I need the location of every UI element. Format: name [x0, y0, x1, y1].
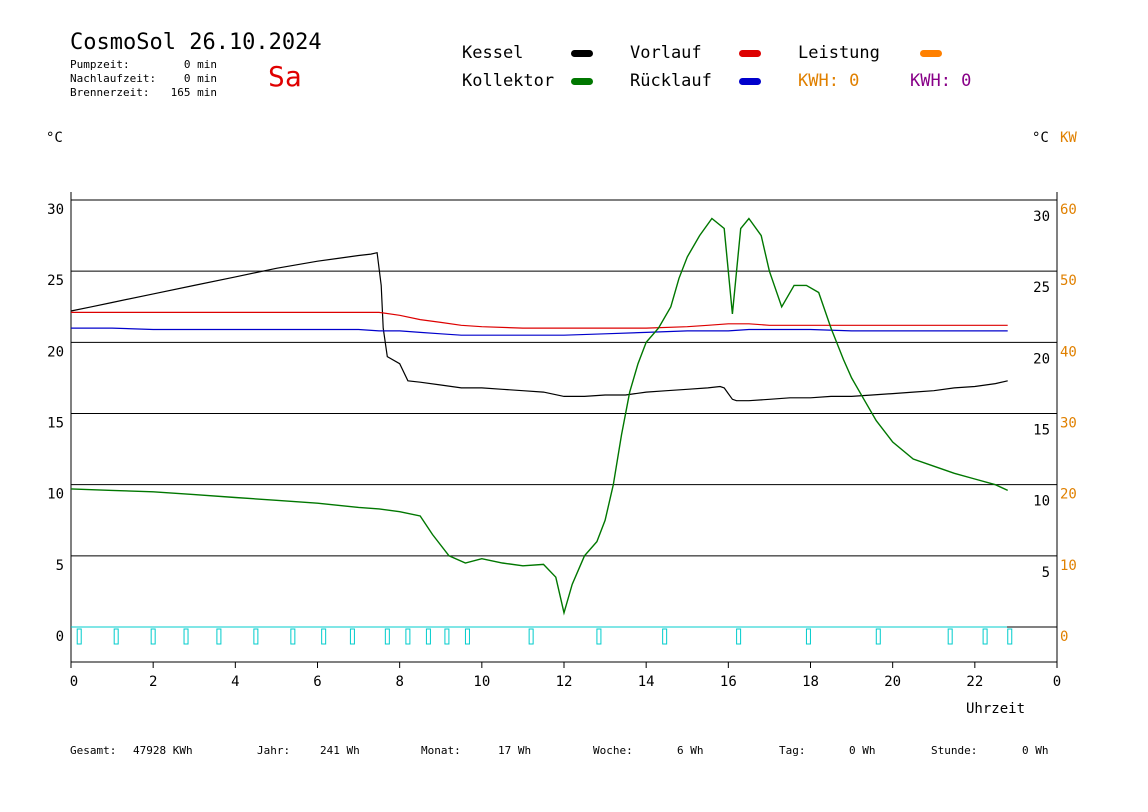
pump-interval-mark	[662, 628, 668, 645]
stat-week-value: 6 Wh	[677, 744, 704, 757]
y-right-kw-tick-label: 50	[1060, 273, 1077, 289]
y-left-tick-label: 0	[56, 629, 64, 645]
legend-kwh-orange: KWH: 0	[798, 71, 860, 91]
stat-day-label: Tag:	[779, 744, 806, 757]
pump-interval-mark	[349, 628, 355, 645]
y-left-tick-label: 10	[47, 487, 64, 503]
series-line-ruecklauf	[71, 327, 1008, 336]
after-run-time-value: 0 min	[183, 72, 217, 85]
x-axis-label: Uhrzeit	[966, 701, 1026, 717]
series-line-vorlauf	[71, 311, 1008, 329]
pump-interval-mark	[596, 628, 602, 645]
stat-year-label: Jahr:	[257, 744, 291, 757]
x-tick-label: 4	[231, 674, 239, 690]
legend-kessel-swatch	[571, 50, 593, 57]
y-right-tick-label: 5	[1042, 565, 1050, 581]
pump-time-value: 0 min	[183, 58, 217, 71]
stat-day-value: 0 Wh	[849, 744, 876, 757]
legend-vorlauf-swatch	[739, 50, 761, 57]
y-right-tick-label: 10	[1033, 494, 1050, 510]
y-right-tick-label: 20	[1033, 351, 1050, 367]
stat-total-value: 47928 KWh	[133, 744, 193, 757]
stat-hour-label: Stunde:	[931, 744, 978, 757]
right-axis-unit-kw: KW	[1060, 130, 1077, 146]
pump-interval-mark	[76, 628, 82, 645]
stat-month-value: 17 Wh	[498, 744, 532, 757]
series-line-kollektor	[70, 217, 1008, 616]
pump-interval-mark	[290, 628, 296, 645]
burner-time-label: Brennerzeit:	[70, 86, 150, 99]
after-run-time-label: Nachlaufzeit:	[70, 72, 157, 85]
y-left-tick-label: 5	[56, 558, 64, 574]
pump-interval-mark	[805, 628, 811, 645]
pump-interval-mark	[444, 628, 450, 645]
x-tick-label: 18	[802, 674, 819, 690]
legend-ruecklauf-label: Rücklauf	[630, 71, 712, 91]
legend-kollektor-label: Kollektor	[462, 71, 555, 91]
series-line-kessel	[70, 251, 1008, 402]
stat-year-value: 241 Wh	[320, 744, 360, 757]
right-axis-unit: °C	[1032, 130, 1049, 146]
y-right-kw-tick-label: 20	[1060, 487, 1077, 503]
burner-time-value: 165 min	[170, 86, 217, 99]
weekday-label: Sa	[268, 60, 302, 93]
chart-title: CosmoSol 26.10.2024	[70, 30, 322, 55]
legend-vorlauf-label: Vorlauf	[630, 43, 702, 63]
y-right-kw-tick-label: 60	[1060, 202, 1077, 218]
pump-interval-mark	[253, 628, 259, 645]
pump-interval-mark	[736, 628, 742, 645]
x-tick-label: 0	[70, 674, 78, 690]
pump-interval-mark	[216, 628, 222, 645]
x-tick-label: 8	[395, 674, 403, 690]
y-right-tick-label: 15	[1033, 423, 1050, 439]
pump-interval-mark	[1007, 628, 1013, 645]
y-left-tick-label: 30	[47, 202, 64, 218]
y-left-tick-label: 25	[47, 273, 64, 289]
pump-interval-mark	[183, 628, 189, 645]
x-tick-label: 14	[638, 674, 655, 690]
y-left-tick-label: 15	[47, 416, 64, 432]
stat-hour-value: 0 Wh	[1022, 744, 1049, 757]
y-right-kw-tick-label: 40	[1060, 344, 1077, 360]
pump-interval-mark	[528, 628, 534, 645]
pump-interval-mark	[113, 628, 119, 645]
x-tick-label: 0	[1053, 674, 1061, 690]
x-tick-label: 2	[149, 674, 157, 690]
left-axis-unit: °C	[46, 130, 63, 146]
pump-interval-mark	[464, 628, 470, 645]
pump-interval-mark	[425, 628, 431, 645]
x-tick-label: 22	[966, 674, 983, 690]
pump-interval-mark	[321, 628, 327, 645]
pump-interval-mark	[384, 628, 390, 645]
legend-kollektor-swatch	[571, 78, 593, 85]
legend-leistung-label: Leistung	[798, 43, 880, 63]
pump-interval-mark	[150, 628, 156, 645]
x-tick-label: 16	[720, 674, 737, 690]
stat-total-label: Gesamt:	[70, 744, 117, 757]
legend-kessel-label: Kessel	[462, 43, 524, 63]
y-left-tick-label: 20	[47, 344, 64, 360]
y-right-kw-tick-label: 30	[1060, 416, 1077, 432]
y-right-tick-label: 30	[1033, 209, 1050, 225]
y-right-kw-tick-label: 0	[1060, 629, 1068, 645]
x-tick-label: 20	[884, 674, 901, 690]
pump-interval-mark	[982, 628, 988, 645]
y-right-kw-tick-label: 10	[1060, 558, 1077, 574]
x-tick-label: 10	[473, 674, 490, 690]
x-tick-label: 6	[313, 674, 321, 690]
stat-week-label: Woche:	[593, 744, 633, 757]
pump-interval-mark	[405, 628, 411, 645]
x-tick-label: 12	[556, 674, 573, 690]
y-right-tick-label: 25	[1033, 280, 1050, 296]
stat-month-label: Monat:	[421, 744, 461, 757]
pump-interval-mark	[875, 628, 881, 645]
pump-interval-mark	[947, 628, 953, 645]
pump-time-label: Pumpzeit:	[70, 58, 130, 71]
legend-ruecklauf-swatch	[739, 78, 761, 85]
legend-leistung-swatch	[920, 50, 942, 57]
legend-kwh-purple: KWH: 0	[910, 71, 972, 91]
